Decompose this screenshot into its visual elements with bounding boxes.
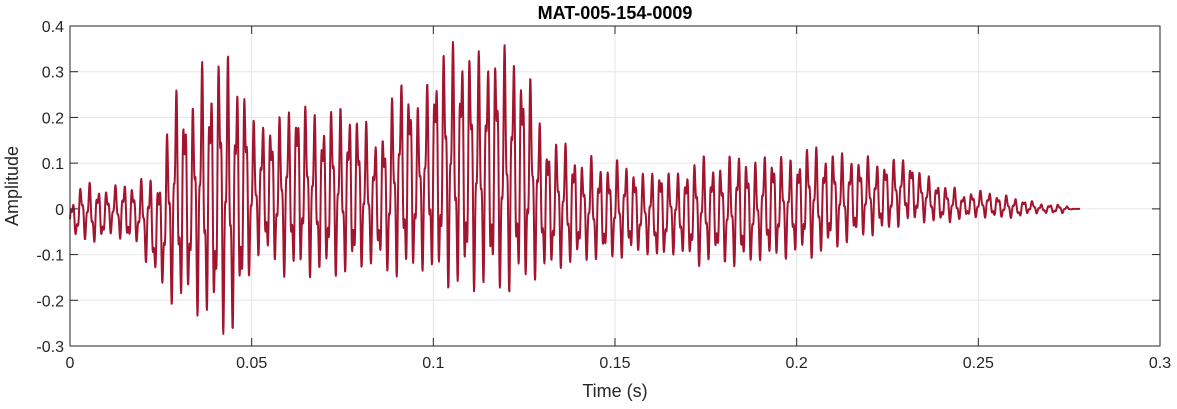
y-tick-label: 0 <box>55 202 64 219</box>
axis-ticks: 0 0.05 0.1 0.15 0.2 0.25 0.3 -0.3 -0.2 -0.1 0 0.1 0.… <box>36 19 1171 372</box>
y-tick-label: 0.1 <box>42 156 64 173</box>
y-tick-label: 0.4 <box>42 19 64 36</box>
x-tick-label: 0.05 <box>236 355 267 372</box>
y-tick-label: -0.1 <box>36 248 64 265</box>
x-tick-label: 0.1 <box>422 355 444 372</box>
x-tick-label: 0 <box>66 355 75 372</box>
y-tick-label: 0.3 <box>42 65 64 82</box>
chart-title: MAT-005-154-0009 <box>538 3 693 23</box>
x-tick-label: 0.3 <box>1149 355 1171 372</box>
x-tick-label: 0.15 <box>599 355 630 372</box>
y-tick-label: -0.3 <box>36 339 64 356</box>
x-tick-label: 0.2 <box>786 355 808 372</box>
y-tick-label: 0.2 <box>42 110 64 127</box>
y-tick-label: -0.2 <box>36 293 64 310</box>
x-tick-label: 0.25 <box>963 355 994 372</box>
y-axis-title: Amplitude <box>2 146 22 226</box>
waveform-line <box>69 41 1081 335</box>
x-axis-title: Time (s) <box>582 381 647 401</box>
